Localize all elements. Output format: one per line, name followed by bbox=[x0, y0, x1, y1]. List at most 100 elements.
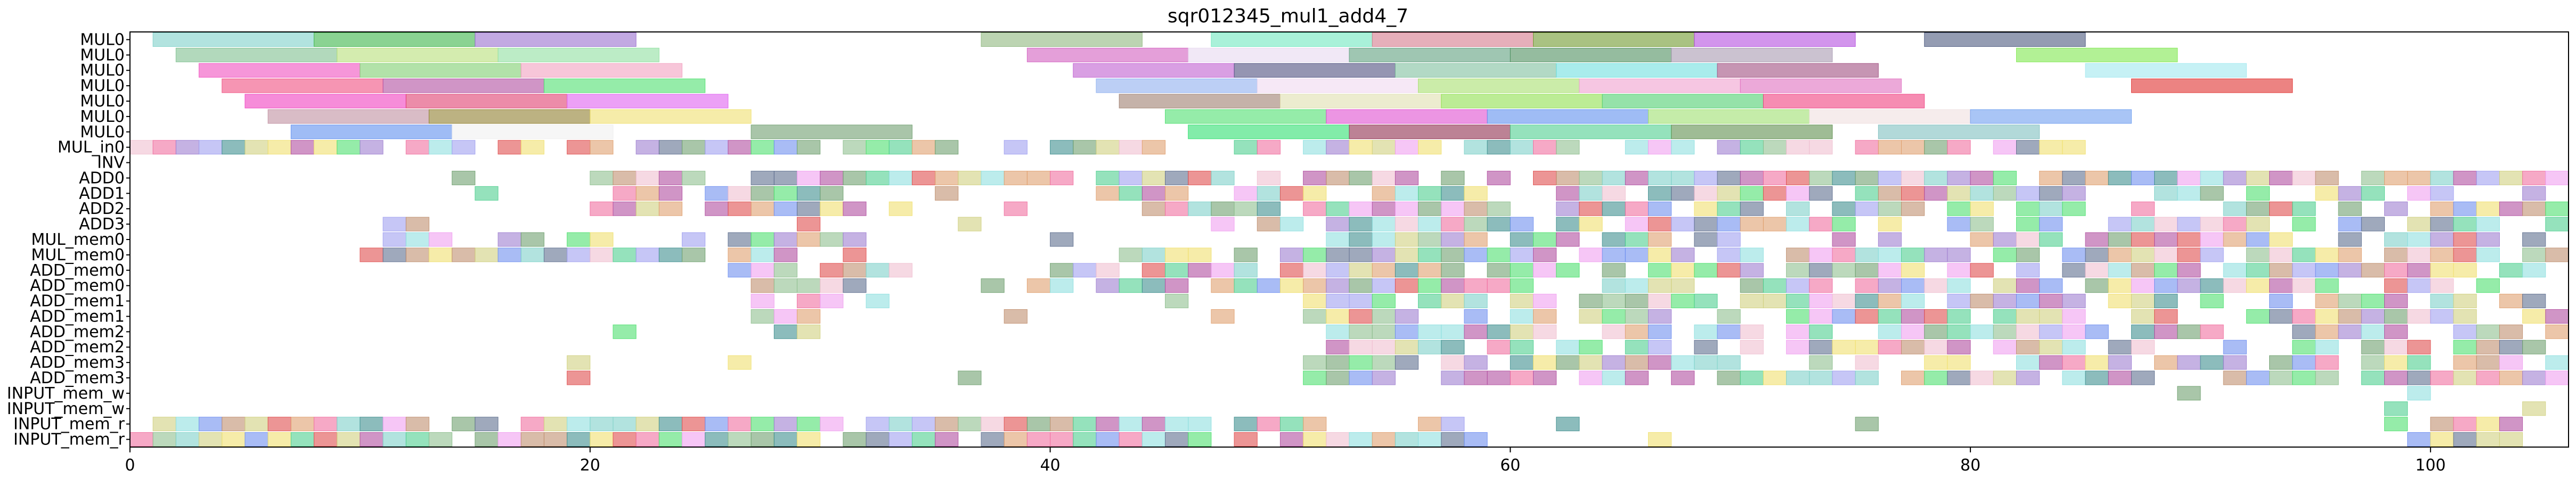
row-label: MUL0 bbox=[80, 30, 125, 49]
gantt-unit-bar bbox=[1694, 232, 1718, 247]
gantt-unit-bar bbox=[1395, 201, 1419, 216]
gantt-unit-bar bbox=[1648, 201, 1672, 216]
gantt-unit-bar bbox=[1671, 263, 1695, 278]
gantt-unit-bar bbox=[1878, 324, 1902, 339]
row-label: ADD_mem3 bbox=[30, 353, 125, 372]
gantt-unit-bar bbox=[1648, 324, 1672, 339]
gantt-bar bbox=[152, 32, 315, 47]
gantt-unit-bar bbox=[2246, 247, 2270, 262]
gantt-unit-bar bbox=[590, 247, 614, 262]
gantt-unit-bar bbox=[2039, 201, 2063, 216]
x-tick-label: 100 bbox=[2415, 456, 2445, 475]
gantt-unit-bar bbox=[1349, 340, 1373, 354]
gantt-unit-bar bbox=[1395, 247, 1419, 262]
gantt-unit-bar bbox=[1279, 247, 1304, 262]
gantt-unit-bar bbox=[1418, 340, 1442, 354]
gantt-unit-bar bbox=[1349, 217, 1373, 232]
gantt-unit-bar bbox=[2407, 263, 2431, 278]
gantt-unit-bar bbox=[1579, 309, 1603, 324]
gantt-unit-bar bbox=[1349, 324, 1373, 339]
gantt-unit-bar bbox=[2453, 340, 2477, 354]
gantt-unit-bar bbox=[1303, 355, 1327, 370]
gantt-unit-bar bbox=[2407, 247, 2431, 262]
gantt-unit-bar bbox=[267, 432, 291, 447]
gantt-unit-bar bbox=[1855, 309, 1879, 324]
gantt-unit-bar bbox=[1395, 340, 1419, 354]
gantt-bar bbox=[1164, 109, 1327, 124]
gantt-unit-bar bbox=[1073, 417, 1097, 432]
gantt-unit-bar bbox=[1809, 186, 1833, 201]
gantt-unit-bar bbox=[796, 324, 821, 339]
gantt-unit-bar bbox=[2085, 232, 2109, 247]
gantt-unit-bar bbox=[2476, 278, 2500, 293]
gantt-unit-bar bbox=[2131, 217, 2155, 232]
gantt-unit-bar bbox=[2177, 247, 2201, 262]
row-label: ADD_mem3 bbox=[30, 369, 125, 387]
gantt-unit-bar bbox=[1349, 309, 1373, 324]
gantt-unit-bar bbox=[1625, 340, 1649, 354]
gantt-unit-bar bbox=[635, 170, 659, 185]
gantt-unit-bar bbox=[1878, 340, 1902, 354]
gantt-unit-bar bbox=[2407, 232, 2431, 247]
gantt-bar bbox=[1740, 78, 1902, 93]
gantt-unit-bar bbox=[2407, 370, 2431, 385]
gantt-unit-bar bbox=[1878, 294, 1902, 309]
gantt-unit-bar bbox=[1464, 201, 1488, 216]
gantt-unit-bar bbox=[1464, 309, 1488, 324]
gantt-unit-bar bbox=[1487, 217, 1511, 232]
gantt-unit-bar bbox=[2200, 170, 2224, 185]
gantt-unit-bar bbox=[2499, 201, 2523, 216]
gantt-unit-bar bbox=[543, 432, 568, 447]
gantt-unit-bar bbox=[1326, 294, 1350, 309]
gantt-unit-bar bbox=[2361, 186, 2385, 201]
gantt-unit-bar bbox=[1395, 263, 1419, 278]
gantt-unit-bar bbox=[2315, 294, 2339, 309]
gantt-unit-bar bbox=[2407, 186, 2431, 201]
gantt-unit-bar bbox=[590, 140, 614, 155]
gantt-unit-bar bbox=[1142, 201, 1165, 216]
gantt-unit-bar bbox=[2430, 417, 2454, 432]
gantt-unit-bar bbox=[728, 355, 752, 370]
chart-title: sqr012345_mul1_add4_7 bbox=[1168, 5, 1408, 27]
gantt-unit-bar bbox=[2338, 186, 2362, 201]
gantt-unit-bar bbox=[1947, 140, 1971, 155]
gantt-unit-bar bbox=[2108, 232, 2132, 247]
gantt-unit-bar bbox=[2062, 186, 2086, 201]
gantt-unit-bar bbox=[1073, 140, 1097, 155]
gantt-unit-bar bbox=[1740, 340, 1764, 354]
gantt-unit-bar bbox=[2430, 294, 2454, 309]
gantt-unit-bar bbox=[2430, 263, 2454, 278]
gantt-unit-bar bbox=[1947, 309, 1971, 324]
gantt-unit-bar bbox=[337, 140, 361, 155]
gantt-unit-bar bbox=[1763, 294, 1787, 309]
gantt-unit-bar bbox=[1119, 278, 1143, 293]
gantt-bar bbox=[199, 63, 361, 78]
gantt-bar bbox=[981, 32, 1143, 47]
gantt-unit-bar bbox=[796, 417, 821, 432]
gantt-unit-bar bbox=[1648, 263, 1672, 278]
gantt-unit-bar bbox=[751, 263, 775, 278]
gantt-unit-bar bbox=[1970, 324, 1994, 339]
gantt-unit-bar bbox=[820, 417, 844, 432]
gantt-unit-bar bbox=[2545, 217, 2569, 232]
gantt-unit-bar bbox=[1648, 232, 1672, 247]
gantt-unit-bar bbox=[1855, 247, 1879, 262]
gantt-unit-bar bbox=[1533, 355, 1557, 370]
gantt-unit-bar bbox=[1786, 201, 1810, 216]
gantt-unit-bar bbox=[1648, 340, 1672, 354]
gantt-unit-bar bbox=[1671, 217, 1695, 232]
row-label: ADD2 bbox=[79, 200, 125, 218]
gantt-unit-bar bbox=[682, 417, 706, 432]
gantt-unit-bar bbox=[1257, 170, 1281, 185]
gantt-bar bbox=[382, 78, 544, 93]
gantt-unit-bar bbox=[1326, 232, 1350, 247]
gantt-unit-bar bbox=[1349, 355, 1373, 370]
gantt-unit-bar bbox=[1211, 170, 1235, 185]
gantt-bar bbox=[1970, 109, 2132, 124]
gantt-unit-bar bbox=[222, 140, 246, 155]
gantt-unit-bar bbox=[1947, 186, 1971, 201]
gantt-unit-bar bbox=[1441, 340, 1465, 354]
gantt-unit-bar bbox=[2223, 278, 2247, 293]
gantt-unit-bar bbox=[475, 417, 499, 432]
gantt-unit-bar bbox=[2223, 370, 2247, 385]
